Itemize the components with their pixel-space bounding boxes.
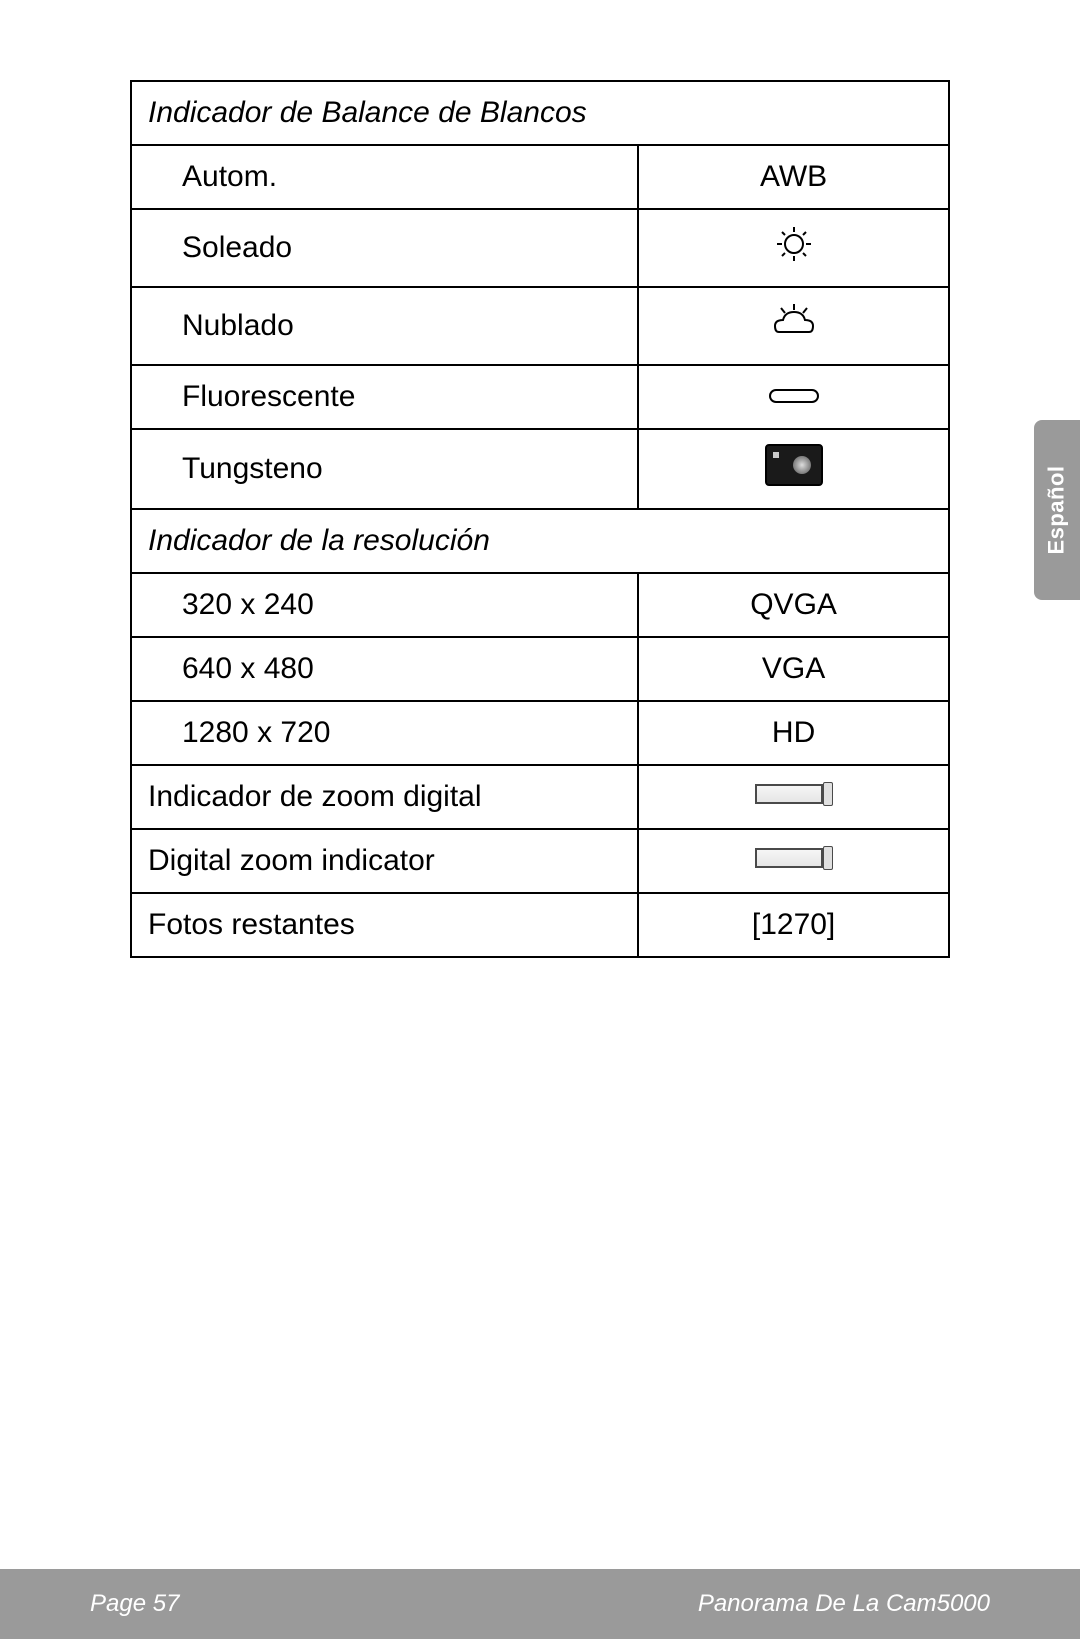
zoom-bar-icon [755,846,833,870]
table-row: 320 x 240 QVGA [131,573,949,637]
wb-label: Fluorescente [131,365,638,429]
wb-value [638,209,949,287]
table-row: Nublado [131,287,949,365]
language-tab: Español [1034,420,1080,600]
other-value [638,765,949,829]
wb-value [638,287,949,365]
table-row: Fluorescente [131,365,949,429]
zoom-bar-icon [755,782,833,806]
sun-icon [774,224,814,264]
table-row: Fotos restantes [1270] [131,893,949,957]
other-label: Fotos restantes [131,893,638,957]
res-value: HD [638,701,949,765]
wb-value: AWB [638,145,949,209]
section-header-row: Indicador de la resolución [131,509,949,573]
wb-header: Indicador de Balance de Blancos [131,81,949,145]
wb-label: Nublado [131,287,638,365]
res-label: 320 x 240 [131,573,638,637]
table-row: Digital zoom indicator [131,829,949,893]
page-number: Page 57 [90,1590,179,1618]
table-row: Tungsteno [131,429,949,509]
other-value [638,829,949,893]
language-tab-text: Español [1044,465,1070,554]
doc-title: Panorama De La Cam5000 [698,1590,990,1618]
wb-value [638,365,949,429]
wb-label: Soleado [131,209,638,287]
page-footer: Page 57 Panorama De La Cam5000 [0,1569,1080,1639]
section-header-row: Indicador de Balance de Blancos [131,81,949,145]
cloud-icon [769,302,819,342]
table-row: Indicador de zoom digital [131,765,949,829]
tube-icon [764,386,824,406]
res-label: 640 x 480 [131,637,638,701]
table-row: 640 x 480 VGA [131,637,949,701]
table-row: 1280 x 720 HD [131,701,949,765]
res-value: VGA [638,637,949,701]
res-header: Indicador de la resolución [131,509,949,573]
other-value: [1270] [638,893,949,957]
camera-icon [765,444,823,486]
res-value: QVGA [638,573,949,637]
table-row: Autom. AWB [131,145,949,209]
wb-label: Tungsteno [131,429,638,509]
wb-label: Autom. [131,145,638,209]
other-label: Digital zoom indicator [131,829,638,893]
other-label: Indicador de zoom digital [131,765,638,829]
indicators-table: Indicador de Balance de Blancos Autom. A… [130,80,950,958]
wb-value [638,429,949,509]
table-row: Soleado [131,209,949,287]
res-label: 1280 x 720 [131,701,638,765]
page-content: Indicador de Balance de Blancos Autom. A… [0,0,1080,958]
